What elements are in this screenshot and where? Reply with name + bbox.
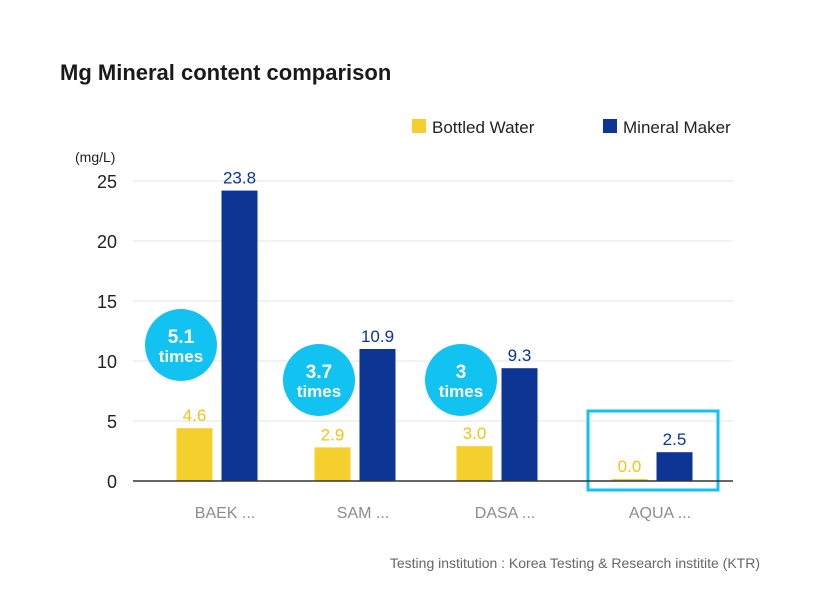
chart-title: Mg Mineral content comparison — [60, 60, 391, 85]
y-tick-label-10: 10 — [97, 352, 117, 372]
y-axis-unit: (mg/L) — [75, 149, 115, 165]
value-label-bottled-water-3: 0.0 — [618, 457, 642, 476]
bar-bottled-water-1 — [314, 447, 351, 481]
legend-label-bottled-water: Bottled Water — [432, 118, 535, 137]
legend-swatch-bottled-water — [412, 119, 426, 133]
bar-bottled-water-0 — [176, 428, 213, 481]
ratio-bubble-unit-1: times — [297, 382, 341, 401]
bar-mineral-maker-3 — [656, 452, 693, 481]
value-label-mineral-maker-2: 9.3 — [508, 346, 532, 365]
bar-bottled-water-3 — [611, 479, 648, 481]
ratio-bubble-unit-2: times — [439, 382, 483, 401]
legend-swatch-mineral-maker — [603, 119, 617, 133]
x-axis-ticks: BAEK ... SAM ... DASA ... AQUA ... — [195, 505, 691, 522]
highlight-box-group — [586, 409, 720, 492]
y-axis-ticks: 0 5 10 15 20 25 — [97, 172, 117, 492]
x-tick-label-3: AQUA ... — [629, 505, 691, 522]
highlight-box — [586, 409, 720, 492]
ratio-bubble-value-0: 5.1 — [168, 327, 195, 348]
y-tick-label-0: 0 — [107, 472, 117, 492]
value-label-bottled-water-2: 3.0 — [463, 424, 487, 443]
value-label-mineral-maker-1: 10.9 — [361, 327, 394, 346]
bar-mineral-maker-1 — [359, 349, 396, 481]
legend-label-mineral-maker: Mineral Maker — [623, 118, 731, 137]
x-tick-label-0: BAEK ... — [195, 505, 255, 522]
legend: Bottled Water Mineral Maker — [412, 118, 731, 137]
source-note: Testing institution : Korea Testing & Re… — [390, 555, 760, 571]
bars — [176, 190, 693, 481]
value-label-bottled-water-0: 4.6 — [183, 406, 207, 425]
ratio-bubble-value-2: 3 — [456, 362, 467, 383]
ratio-bubble-0 — [145, 309, 217, 381]
ratio-bubble-2 — [425, 344, 497, 416]
x-tick-label-2: DASA ... — [475, 505, 535, 522]
y-tick-label-20: 20 — [97, 232, 117, 252]
bar-bottled-water-2 — [456, 446, 493, 481]
value-label-mineral-maker-3: 2.5 — [663, 430, 687, 449]
ratio-bubble-unit-0: times — [159, 347, 203, 366]
ratio-bubble-value-1: 3.7 — [306, 362, 332, 383]
y-tick-label-5: 5 — [107, 412, 117, 432]
value-label-mineral-maker-0: 23.8 — [223, 169, 256, 188]
y-tick-label-15: 15 — [97, 292, 117, 312]
value-label-bottled-water-1: 2.9 — [321, 425, 345, 444]
y-tick-label-25: 25 — [97, 172, 117, 192]
value-labels: 4.6 23.8 2.9 10.9 3.0 9.3 0.0 2.5 — [183, 169, 687, 476]
ratio-bubble-1 — [283, 344, 355, 416]
bar-mineral-maker-2 — [501, 368, 538, 481]
bar-mineral-maker-0 — [221, 190, 258, 481]
x-tick-label-1: SAM ... — [337, 505, 389, 522]
